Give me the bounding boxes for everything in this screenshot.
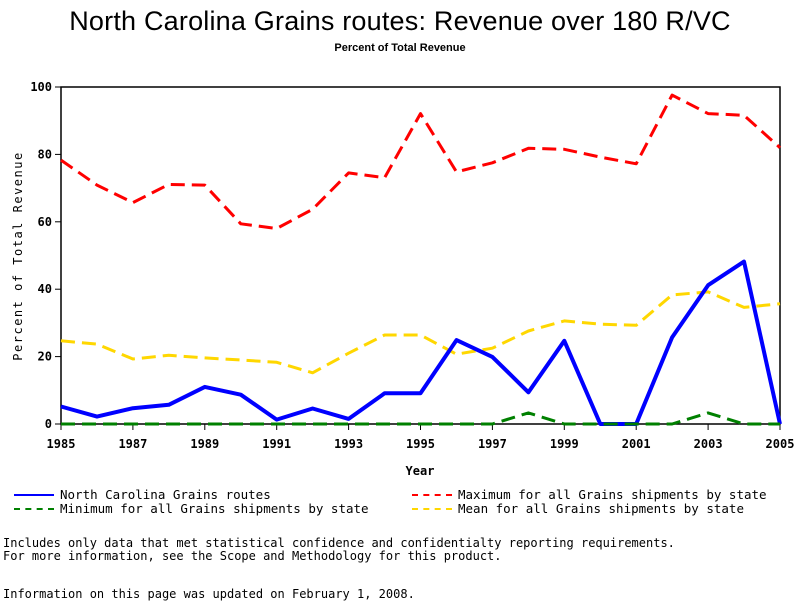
- x-tick-label: 1993: [334, 437, 363, 451]
- axes: 0 20 40 60 80 100 1985 1987 1989 1991 1993 1995 1997…: [30, 80, 794, 451]
- legend-label: North Carolina Grains routes: [60, 487, 271, 502]
- series-line-north-carolina-grains-routes: [60, 259, 782, 426]
- x-tick-label: 1987: [118, 437, 147, 451]
- x-tick-label: 1991: [262, 437, 291, 451]
- y-tick-label: 20: [38, 350, 52, 364]
- legend-label: Mean for all Grains shipments by state: [458, 501, 744, 516]
- legend-swatch-dashed-yellow: [412, 508, 452, 510]
- x-tick-label: 1985: [47, 437, 76, 451]
- x-tick-label: 2003: [694, 437, 723, 451]
- y-tick-label: 60: [38, 215, 52, 229]
- updated-note: Information on this page was updated on …: [3, 587, 415, 601]
- x-tick-label: 1997: [478, 437, 507, 451]
- legend-swatch-dashed-green: [14, 508, 54, 510]
- series-line-mean-for-all-grains-shipments-by-state: [60, 290, 781, 375]
- legend-swatch-solid-blue: [14, 494, 54, 496]
- y-tick-label: 100: [30, 80, 52, 94]
- series-group: [60, 93, 782, 426]
- footnote-line-2: For more information, see the Scope and …: [3, 549, 502, 563]
- y-tick-label: 80: [38, 147, 52, 161]
- legend-label: Minimum for all Grains shipments by stat…: [60, 501, 369, 516]
- y-tick-label: 0: [45, 417, 52, 431]
- chart-title: North Carolina Grains routes: Revenue ov…: [69, 6, 731, 36]
- y-axis-title: Percent of Total Revenue: [11, 151, 25, 360]
- series-line-maximum-for-all-grains-shipments-by-state: [60, 93, 782, 230]
- plot-frame: [60, 86, 781, 425]
- x-tick-label: 1989: [190, 437, 219, 451]
- footnote-line-1: Includes only data that met statistical …: [3, 536, 675, 550]
- legend-label: Maximum for all Grains shipments by stat…: [458, 487, 767, 502]
- y-tick-label: 40: [38, 282, 52, 296]
- legend-swatch-dashed-red: [412, 494, 452, 496]
- line-chart: 0 20 40 60 80 100 1985 1987 1989 1991 1993 1995 1997…: [11, 80, 794, 478]
- series-line-minimum-for-all-grains-shipments-by-state: [61, 411, 780, 426]
- x-tick-label: 2001: [622, 437, 651, 451]
- x-tick-label: 2005: [766, 437, 795, 451]
- x-tick-label: 1999: [550, 437, 579, 451]
- x-tick-label: 1995: [406, 437, 435, 451]
- chart-subtitle: Percent of Total Revenue: [334, 42, 466, 54]
- x-axis-title: Year: [406, 464, 435, 478]
